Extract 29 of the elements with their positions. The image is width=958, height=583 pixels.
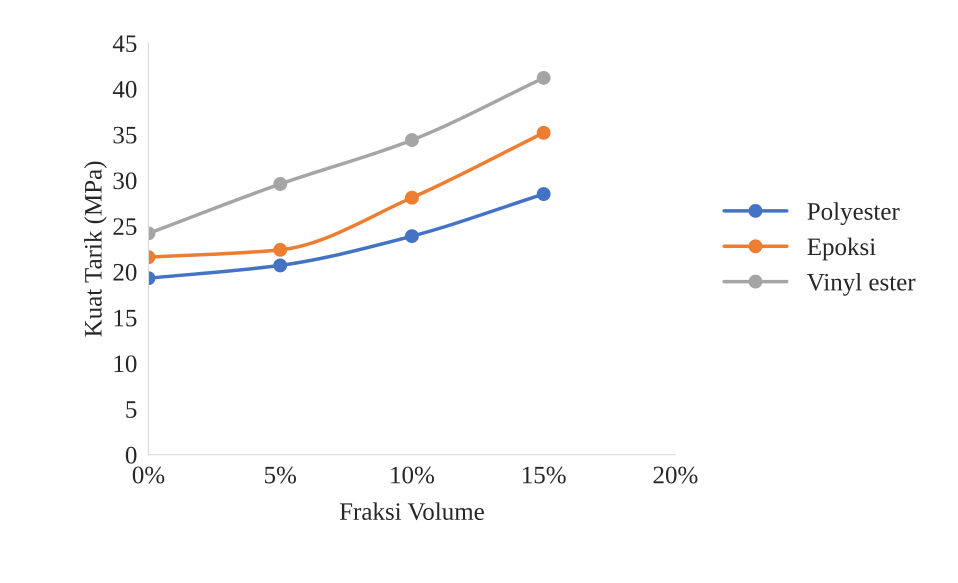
x-tick-label: 10% [391,466,434,484]
x-tick-label: 0% [132,466,164,484]
legend-label: Epoksi [807,238,876,260]
y-tick-label: 20 [113,264,136,281]
y-tick-label: 40 [112,80,136,98]
point [404,133,419,148]
point [404,229,419,244]
point [536,70,551,85]
y-tick-label: 0 [126,446,136,464]
y-tick-label: 35 [114,126,136,144]
x-tick-label: 15% [522,466,566,484]
y-tick-label: 30 [114,172,136,190]
point [536,126,551,140]
y-tick-label: 15 [114,310,136,326]
x-tick-label: 5% [265,466,296,484]
point [273,177,288,191]
legend-label: Vinyl ester [807,273,916,296]
y-tick-label: 10 [114,355,136,372]
point [273,258,288,272]
point [273,242,288,257]
point [536,187,551,202]
y-axis-title: Kuat Tarik (MPa) [84,162,107,337]
x-tick-label: 20% [654,466,698,484]
y-tick-label: 45 [112,35,136,52]
x-axis-title: Fraksi Volume [340,502,484,520]
y-tick-label: 25 [113,218,136,235]
y-tick-label: 5 [126,401,136,418]
legend-label: Polyester [807,202,900,226]
point [404,190,419,205]
